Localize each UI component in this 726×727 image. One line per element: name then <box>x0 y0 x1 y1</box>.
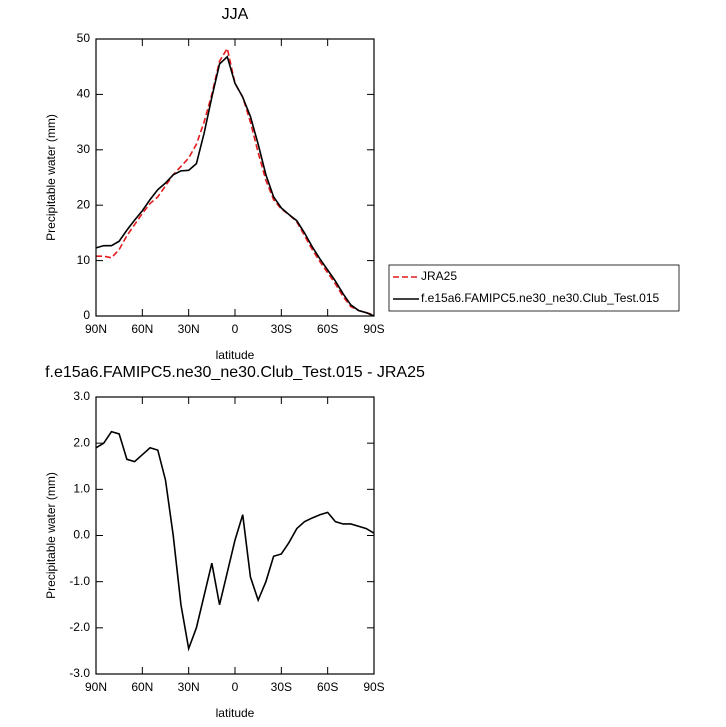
plot-frame <box>95 38 375 317</box>
data-line <box>96 46 375 316</box>
data-line <box>95 55 375 317</box>
y-tick-label: 40 <box>77 87 91 101</box>
y-tick-label: 30 <box>77 142 91 156</box>
legend-label: JRA25 <box>421 269 457 283</box>
x-tick-label: 30N <box>178 322 200 336</box>
legend-box <box>388 264 680 312</box>
x-tick-label: 0 <box>232 680 239 694</box>
legend-label: f.e15a6.FAMIPC5.ne30_ne30.Club_Test.015 <box>421 291 659 305</box>
x-tick-label: 90N <box>85 680 107 694</box>
x-tick-label: 60S <box>317 680 338 694</box>
chart-title: f.e15a6.FAMIPC5.ne30_ne30.Club_Test.015 … <box>45 364 425 381</box>
y-tick-label: -3.0 <box>69 666 90 680</box>
y-tick-label: 0.0 <box>73 528 90 542</box>
x-tick-label: 30N <box>178 680 200 694</box>
x-tick-label: 60N <box>131 680 153 694</box>
x-tick-label: 90N <box>85 322 107 336</box>
y-tick-label: 0 <box>83 308 90 322</box>
plot-frame <box>95 396 375 675</box>
chart-title: JJA <box>222 6 249 23</box>
y-tick-label: 50 <box>77 31 91 45</box>
data-line <box>95 430 375 652</box>
x-axis-title: latitude <box>216 348 255 362</box>
y-tick-label: 3.0 <box>73 389 90 403</box>
y-tick-label: -2.0 <box>69 620 90 634</box>
x-tick-label: 60N <box>131 322 153 336</box>
x-tick-label: 90S <box>363 322 384 336</box>
x-tick-label: 60S <box>317 322 338 336</box>
x-tick-label: 0 <box>232 322 239 336</box>
x-tick-label: 90S <box>363 680 384 694</box>
y-tick-label: 10 <box>77 253 91 267</box>
y-axis-title: Precipitable water (mm) <box>44 114 58 241</box>
y-tick-label: -1.0 <box>69 574 90 588</box>
x-axis-title: latitude <box>216 706 255 720</box>
x-tick-label: 30S <box>271 680 292 694</box>
y-tick-label: 20 <box>77 197 91 211</box>
y-axis-title: Precipitable water (mm) <box>44 472 58 599</box>
x-tick-label: 30S <box>271 322 292 336</box>
y-tick-label: 1.0 <box>73 482 90 496</box>
y-tick-label: 2.0 <box>73 435 90 449</box>
